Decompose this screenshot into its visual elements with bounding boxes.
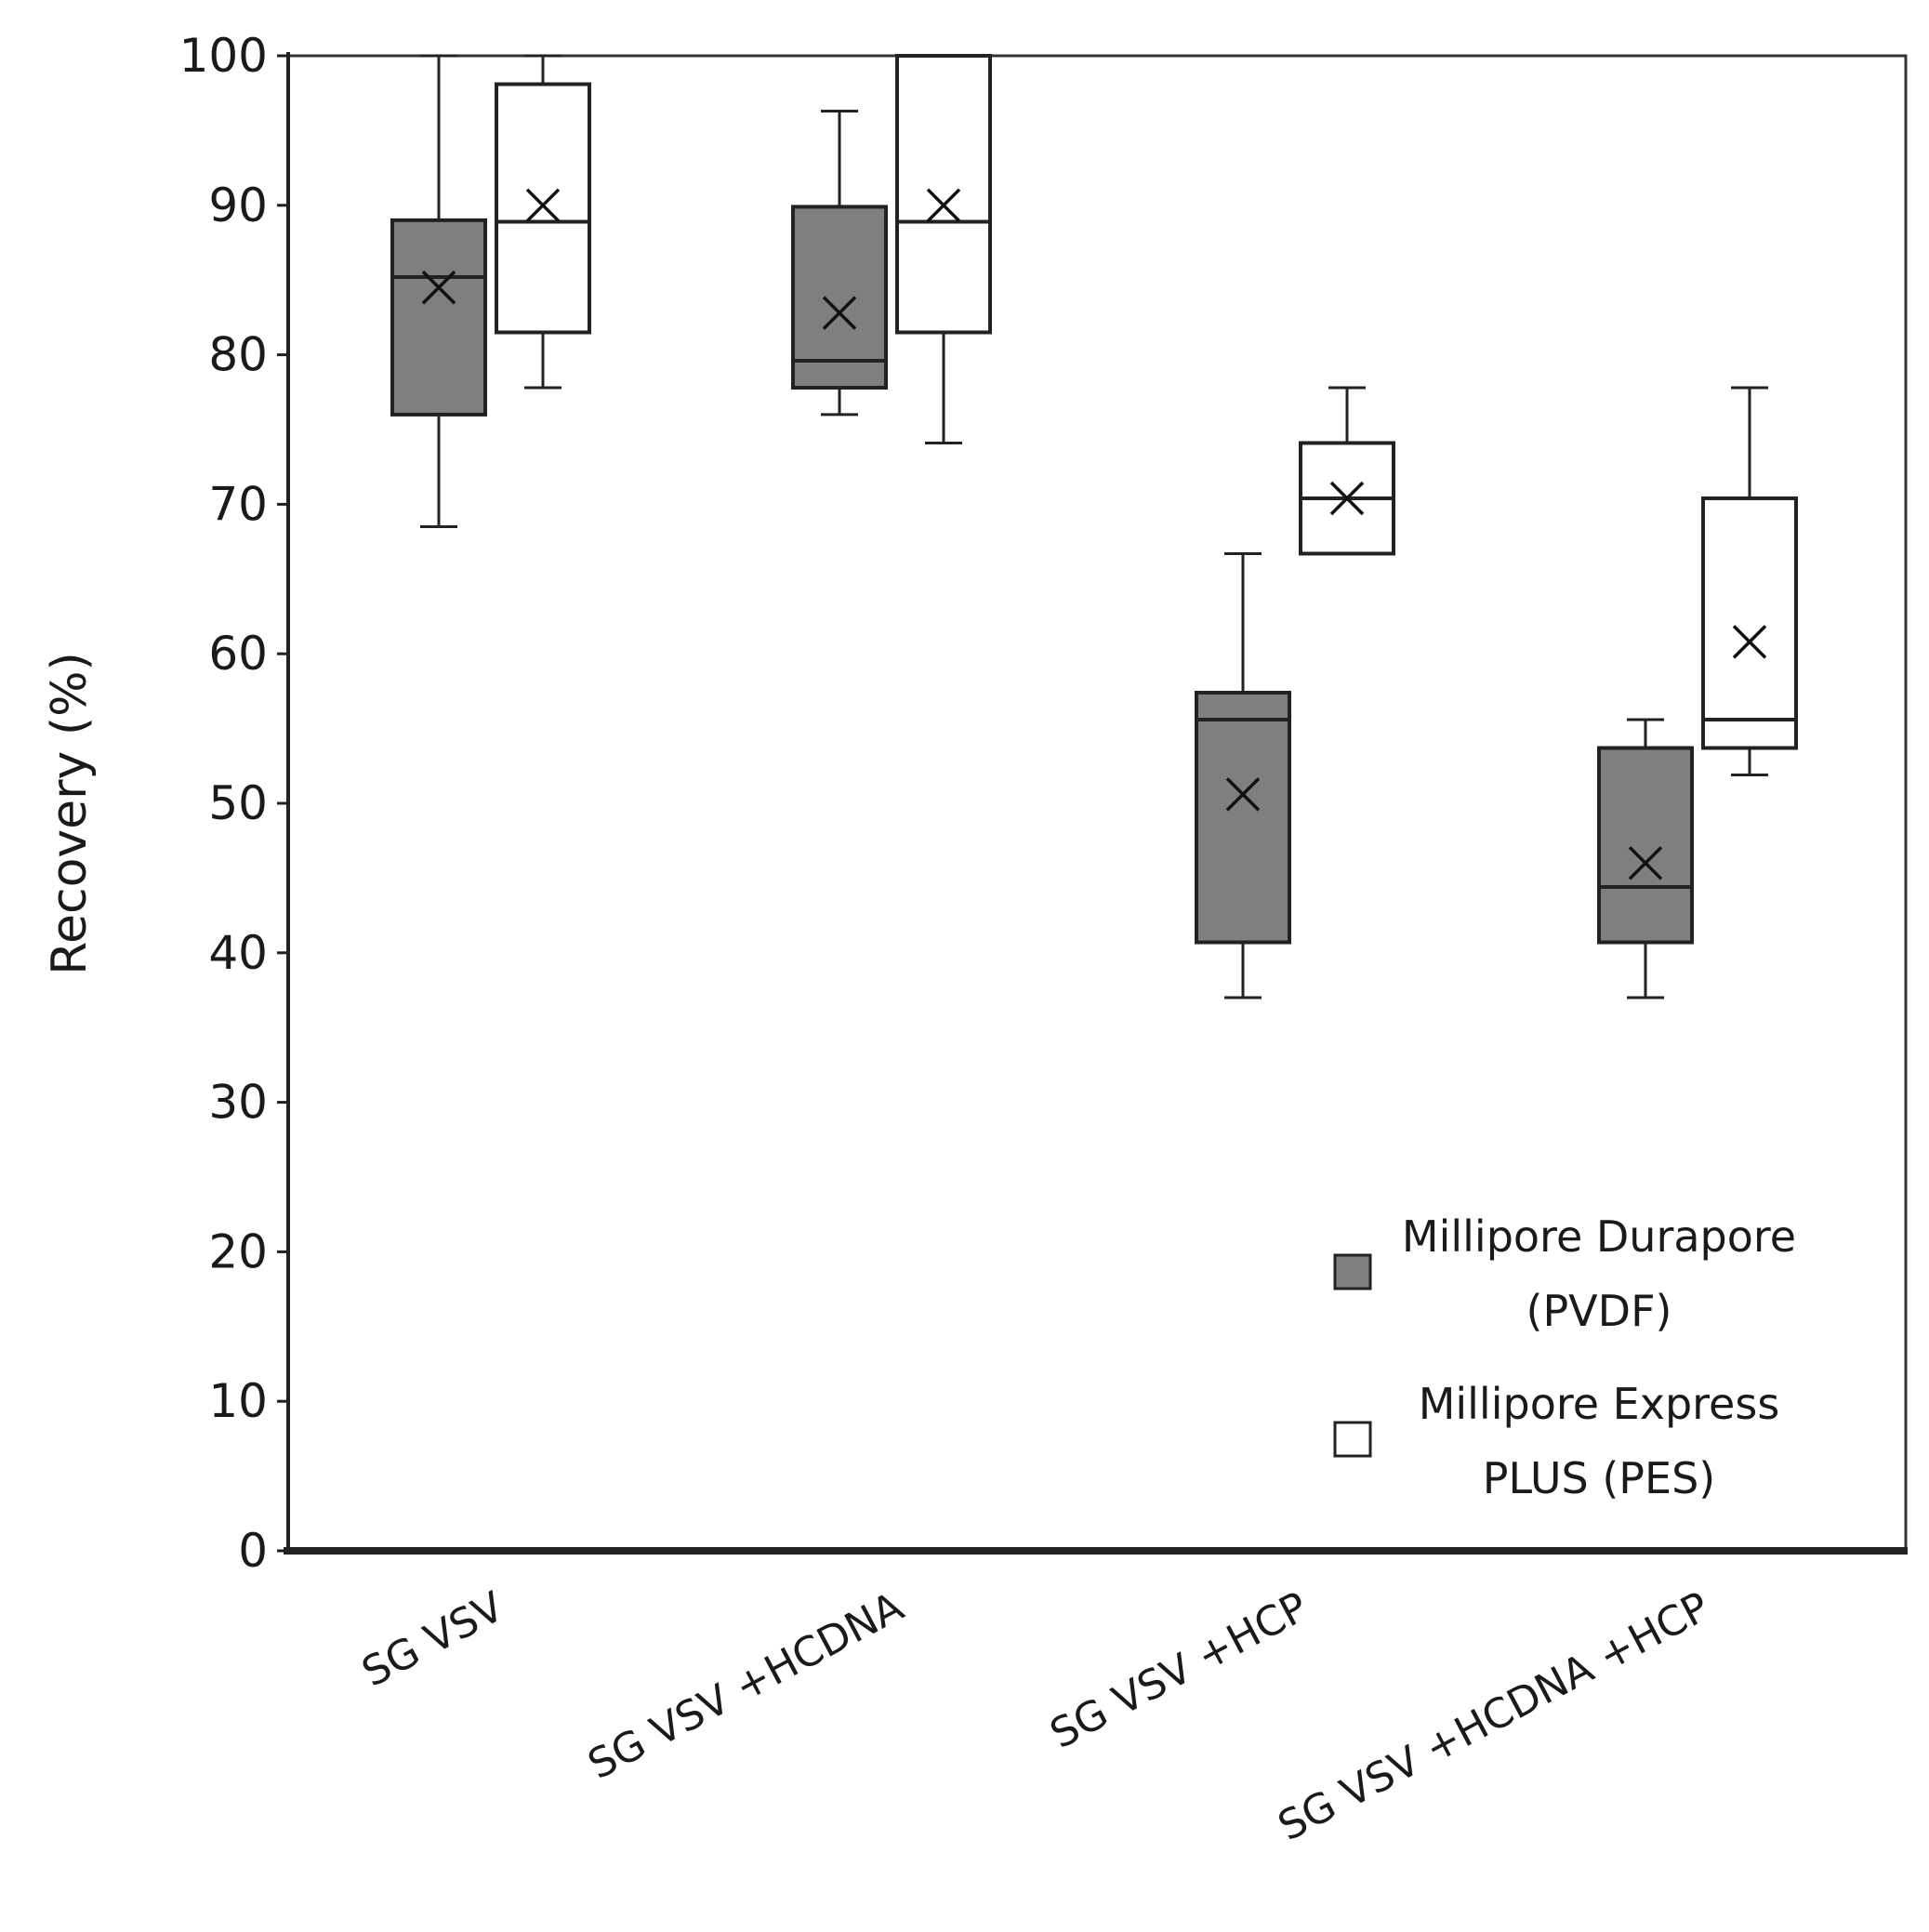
y-tick-label: 20 xyxy=(208,1224,268,1278)
box-pvdf-3 xyxy=(1195,551,1291,999)
y-tick-label: 30 xyxy=(208,1076,268,1130)
box-pvdf-4 xyxy=(1597,718,1694,999)
y-axis-title: Recovery (%) xyxy=(42,652,98,975)
y-axis-ticks: 0 10 20 30 40 50 60 70 80 90 100 xyxy=(179,29,288,1578)
mean-marker xyxy=(1628,846,1663,880)
legend-label-line: Millipore Durapore xyxy=(1402,1211,1796,1262)
y-tick-label: 50 xyxy=(208,776,268,830)
box-pvdf-2 xyxy=(791,109,888,417)
mean-marker xyxy=(1732,625,1767,659)
legend-label-line: Millipore Express xyxy=(1419,1379,1780,1429)
mean-marker xyxy=(421,271,456,305)
y-tick-label: 90 xyxy=(208,179,268,232)
box-pvdf-1 xyxy=(390,54,487,529)
x-category-label: SG VSV xyxy=(354,1583,511,1697)
y-tick-label: 60 xyxy=(208,627,268,681)
x-category-label: SG VSV +HCDNA xyxy=(580,1583,911,1789)
y-tick-label: 40 xyxy=(208,926,268,980)
iqr-box xyxy=(390,218,487,417)
legend-swatch xyxy=(1333,1421,1372,1458)
iqr-box xyxy=(895,54,992,335)
box-pes-2 xyxy=(895,54,992,444)
y-tick-label: 100 xyxy=(179,29,268,83)
y-tick-label: 10 xyxy=(208,1374,268,1428)
legend-item-pvdf: Millipore Durapore (PVDF) xyxy=(1333,1211,1796,1336)
box-pes-1 xyxy=(495,54,591,390)
series-pes xyxy=(495,54,1798,776)
legend-label-line: PLUS (PES) xyxy=(1483,1453,1715,1503)
mean-marker xyxy=(1225,777,1261,812)
mean-marker xyxy=(1329,481,1365,516)
x-category-label: SG VSV +HCP xyxy=(1043,1583,1316,1758)
series-pvdf xyxy=(390,54,1694,999)
iqr-box xyxy=(495,82,591,335)
iqr-box xyxy=(1195,691,1291,945)
iqr-box xyxy=(1597,746,1694,945)
legend-label-line: (PVDF) xyxy=(1526,1286,1672,1336)
legend-swatch xyxy=(1333,1253,1372,1290)
box-pes-3 xyxy=(1299,386,1395,556)
box-pes-4 xyxy=(1701,386,1798,776)
mean-marker xyxy=(525,188,561,223)
mean-marker xyxy=(822,296,857,330)
legend: Millipore Durapore (PVDF) Millipore Expres… xyxy=(1333,1211,1796,1503)
iqr-box xyxy=(1701,496,1798,750)
y-tick-label: 80 xyxy=(208,328,268,382)
legend-item-pes: Millipore Express PLUS (PES) xyxy=(1333,1379,1780,1503)
y-tick-label: 70 xyxy=(208,477,268,531)
y-tick-label: 0 xyxy=(238,1524,268,1578)
mean-marker xyxy=(926,188,961,223)
iqr-box xyxy=(791,205,888,390)
x-category-label: SG VSV +HCDNA +HCP xyxy=(1271,1583,1717,1851)
box-series xyxy=(390,54,1798,999)
